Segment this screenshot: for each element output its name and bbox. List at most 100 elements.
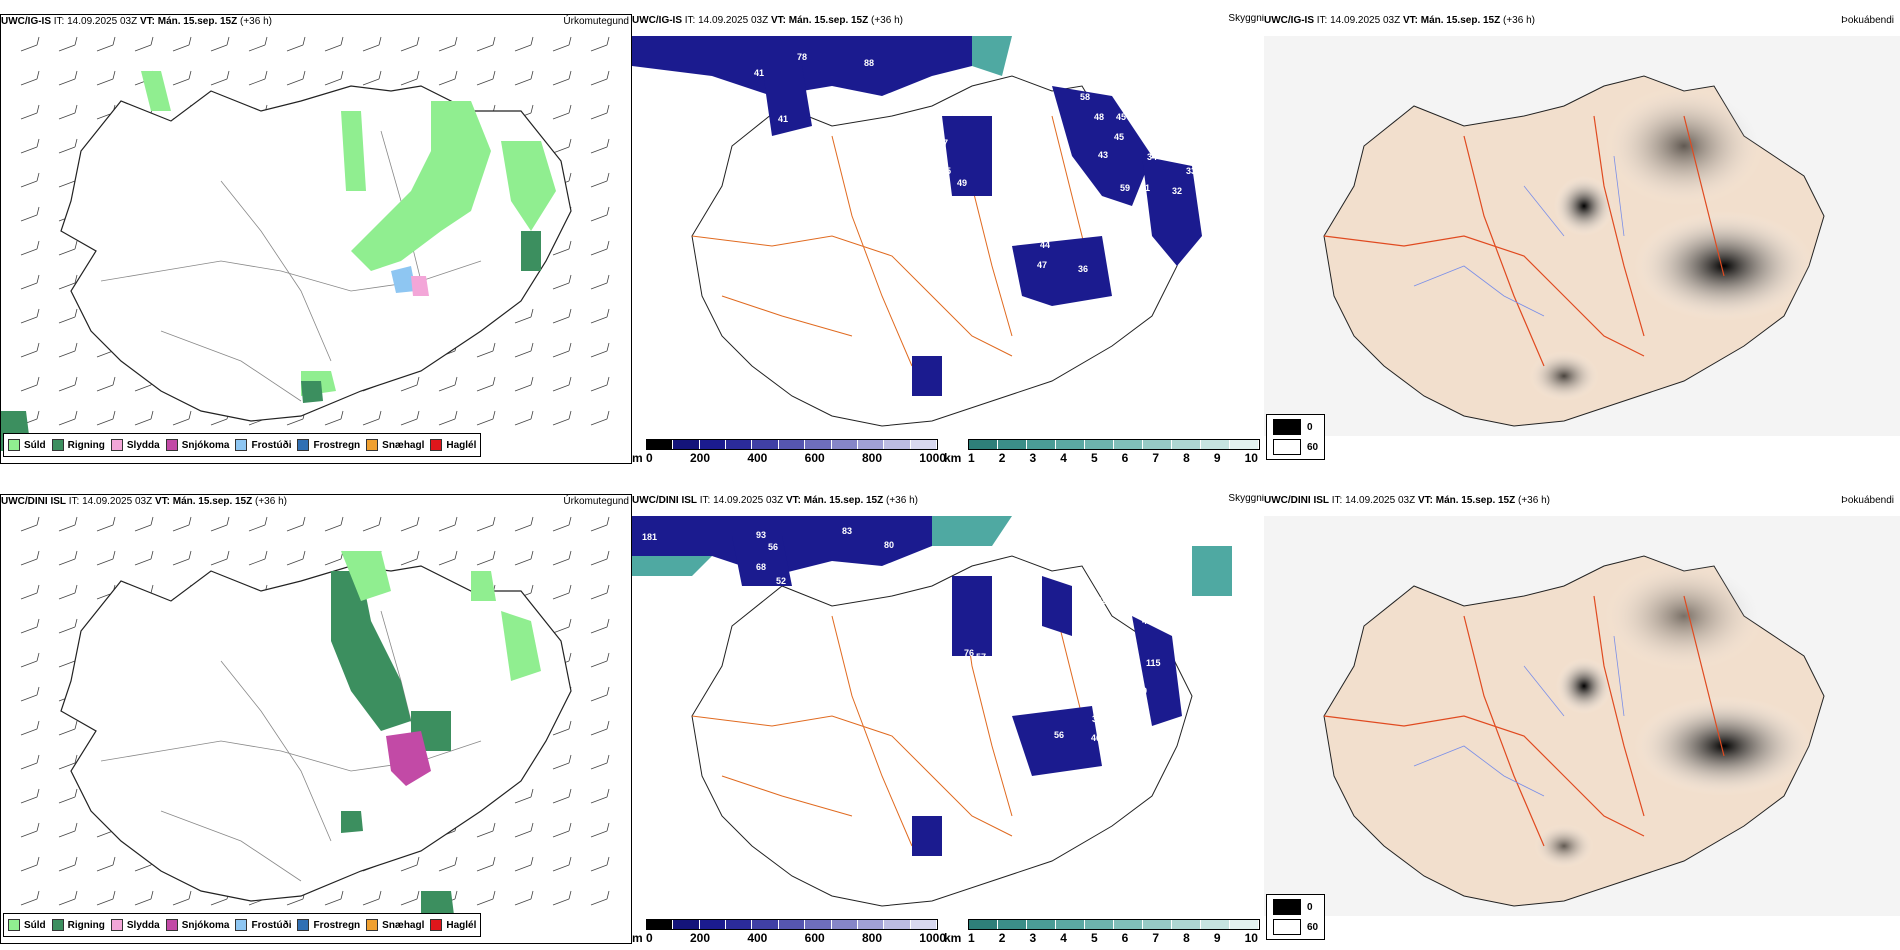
- visibility-value-label: 41: [778, 114, 788, 124]
- legend-label: Haglél: [446, 919, 477, 931]
- wind-barb: [590, 550, 610, 566]
- colorbar-tick: 0: [646, 451, 653, 464]
- panel-visibility-top: UWC/IG-IS IT: 14.09.2025 03Z VT: Mán. 15…: [632, 14, 1264, 464]
- wind-barb: [590, 686, 610, 702]
- visibility-value-label: 56: [768, 542, 778, 552]
- fog-map: [1264, 36, 1900, 436]
- panel-title: UWC/IG-IS IT: 14.09.2025 03Z VT: Mán. 15…: [632, 15, 903, 26]
- visibility-value-label: 83: [842, 526, 852, 536]
- wind-barb: [476, 376, 496, 392]
- wind-barb: [20, 584, 40, 600]
- roads: [100, 130, 482, 402]
- legend-swatch: [165, 919, 178, 931]
- panel-title: UWC/DINI ISL IT: 14.09.2025 03Z VT: Mán.…: [1, 496, 287, 507]
- legend-swatch: [430, 439, 443, 451]
- wind-barb: [476, 36, 496, 52]
- visibility-value-label: 46: [1091, 733, 1101, 743]
- colorbar-tick: 2: [998, 931, 1006, 944]
- wind-barb: [514, 890, 534, 906]
- legend-label: Slydda: [126, 919, 160, 931]
- colorbar-tick: 5: [1090, 451, 1098, 464]
- wind-barb: [324, 410, 344, 426]
- visibility-value-label: 77: [1100, 203, 1110, 213]
- legend-swatch: [235, 439, 248, 451]
- visibility-value-label: 45: [1120, 700, 1130, 710]
- visibility-value-label: 54: [928, 184, 938, 194]
- colorbar-unit: m: [632, 451, 643, 464]
- wind-barb: [20, 376, 40, 392]
- wind-barb: [96, 550, 116, 566]
- wind-barb: [58, 308, 78, 324]
- fog-area: [1529, 351, 1599, 401]
- legend-swatch: [110, 439, 123, 451]
- sea-teal: [972, 36, 1012, 76]
- colorbar-tick: 3: [1029, 451, 1037, 464]
- wind-barb: [552, 138, 572, 154]
- wind-barb: [20, 274, 40, 290]
- wind-barb: [400, 36, 420, 52]
- wind-barb: [248, 36, 268, 52]
- wind-barb: [552, 584, 572, 600]
- wind-barb: [20, 206, 40, 222]
- wind-barb: [20, 516, 40, 532]
- wind-barb: [552, 342, 572, 358]
- wind-barb: [552, 70, 572, 86]
- wind-barb: [590, 890, 610, 906]
- wind-barb: [324, 890, 344, 906]
- wind-barb: [552, 240, 572, 256]
- visibility-value-label: 19: [1137, 686, 1147, 696]
- legend-label: Rigning: [67, 439, 105, 451]
- wind-barb: [590, 584, 610, 600]
- visibility-value-label: 59: [1120, 183, 1130, 193]
- visibility-value-label: 32: [1172, 186, 1182, 196]
- wind-barb: [172, 70, 192, 86]
- precip-map: [20, 516, 610, 931]
- wind-barb: [590, 172, 610, 188]
- visibility-value-label: 34: [1147, 152, 1157, 162]
- wind-barb: [590, 240, 610, 256]
- wind-barb: [438, 70, 458, 86]
- wind-barb: [590, 274, 610, 290]
- roads: [1323, 595, 1725, 847]
- param-label: Þokuábendi: [1841, 15, 1894, 26]
- wind-barb: [590, 516, 610, 532]
- wind-barb: [552, 308, 572, 324]
- visibility-value-label: 30: [1197, 183, 1207, 193]
- roads: [691, 115, 1093, 367]
- wind-barb: [20, 822, 40, 838]
- wind-barb: [590, 788, 610, 804]
- visibility-value-label: 60: [1036, 652, 1046, 662]
- wind-barb: [590, 36, 610, 52]
- wind-barb: [324, 36, 344, 52]
- colorbar-tick: 400: [747, 931, 768, 944]
- colorbar-tick: 400: [747, 451, 768, 464]
- colorbar-tick: 7: [1152, 451, 1160, 464]
- wind-barb: [590, 410, 610, 426]
- colorbar-tick: 4: [1060, 451, 1067, 464]
- wind-barb: [58, 856, 78, 872]
- legend-item: Rigning: [51, 439, 105, 451]
- legend-swatch: [366, 439, 379, 451]
- wind-barb: [20, 36, 40, 52]
- wind-barb: [362, 890, 382, 906]
- panel-title: UWC/IG-IS IT: 14.09.2025 03Z VT: Mán. 15…: [1264, 15, 1535, 26]
- fog-area: [1554, 176, 1614, 236]
- visibility-value-label: 39: [1092, 714, 1102, 724]
- colorbar-tick: 10: [1244, 451, 1258, 464]
- legend-swatch: [110, 919, 123, 931]
- sea-teal: [632, 516, 1232, 596]
- visibility-value-label: 78: [797, 52, 807, 62]
- wind-barb: [438, 856, 458, 872]
- wind-barb: [514, 342, 534, 358]
- visibility-value-label: 56: [1054, 730, 1064, 740]
- mixed-areas: [391, 266, 429, 296]
- legend-item: Snjókoma: [165, 439, 229, 451]
- wind-barb: [58, 550, 78, 566]
- wind-barb: [552, 822, 572, 838]
- visibility-value-label: 45: [1114, 132, 1124, 142]
- wind-barb: [20, 550, 40, 566]
- legend-label: Haglél: [446, 439, 477, 451]
- wind-barb: [476, 342, 496, 358]
